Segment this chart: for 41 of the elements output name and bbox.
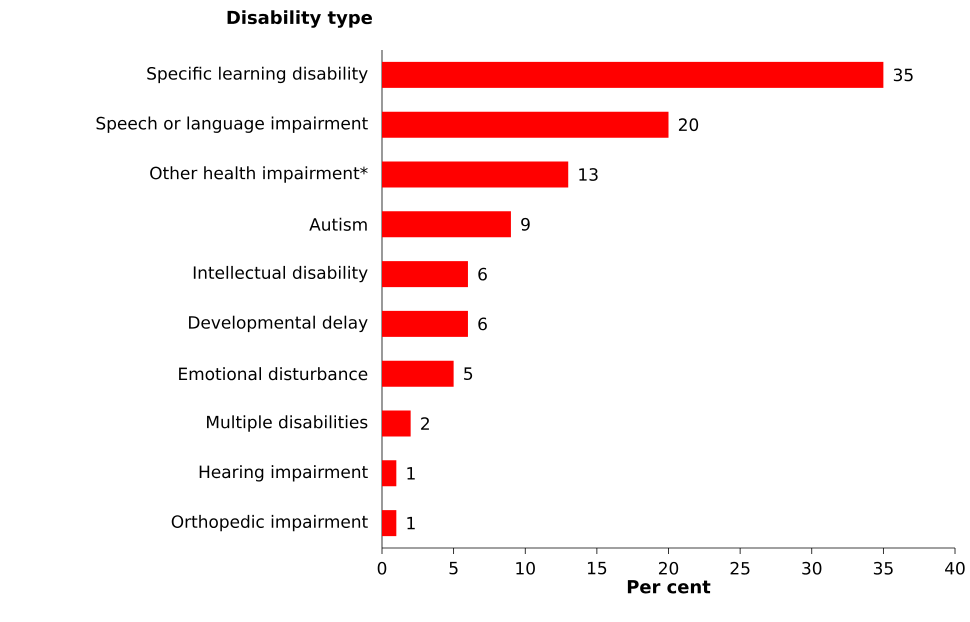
x-tick-label: 25 <box>730 562 750 575</box>
x-tick-label: 35 <box>874 562 893 575</box>
x-tick-label: 0 <box>378 562 386 575</box>
y-tick-label: Intellectual disability <box>194 266 368 282</box>
y-tick-label: Speech or language impairment <box>96 116 368 133</box>
bar <box>382 211 511 238</box>
bar <box>382 460 396 486</box>
x-axis-title: Per cent <box>628 580 710 594</box>
data-label: 20 <box>678 118 698 132</box>
bar <box>382 510 396 536</box>
data-label: 35 <box>894 68 913 82</box>
data-label: 9 <box>521 218 530 231</box>
x-tick-label: 40 <box>945 562 965 575</box>
data-label: 5 <box>464 367 472 380</box>
y-tick-label: Autism <box>309 218 367 231</box>
x-tick-label: 5 <box>450 562 458 574</box>
data-label: 6 <box>478 268 487 281</box>
y-tick-label: Hearing impairment <box>200 465 368 482</box>
x-tick-label: 10 <box>516 562 535 575</box>
x-tick-label: 20 <box>658 562 678 575</box>
y-tick-label: Emotional disturbance <box>179 367 368 380</box>
data-label: 2 <box>421 417 429 430</box>
data-label: 6 <box>478 317 487 330</box>
data-label: 1 <box>407 467 415 480</box>
y-axis-title: Disability type <box>228 10 372 28</box>
x-tick-label: 30 <box>802 562 822 575</box>
data-label: 1 <box>407 516 415 530</box>
x-tick-label: 15 <box>588 562 606 574</box>
data-label: 13 <box>579 168 598 181</box>
y-tick-label: Specific learning disability <box>147 66 368 84</box>
y-tick-label: Other health impairment* <box>150 166 368 183</box>
bar <box>382 112 669 138</box>
bar <box>382 360 454 387</box>
bar <box>382 162 568 188</box>
bar <box>382 310 468 337</box>
y-tick-label: Multiple disabilities <box>207 415 368 432</box>
bar <box>382 261 468 288</box>
y-tick-label: Developmental delay <box>189 316 368 332</box>
bar <box>382 410 411 437</box>
y-tick-label: Orthopedic impairment <box>172 514 368 532</box>
bar <box>382 62 884 88</box>
